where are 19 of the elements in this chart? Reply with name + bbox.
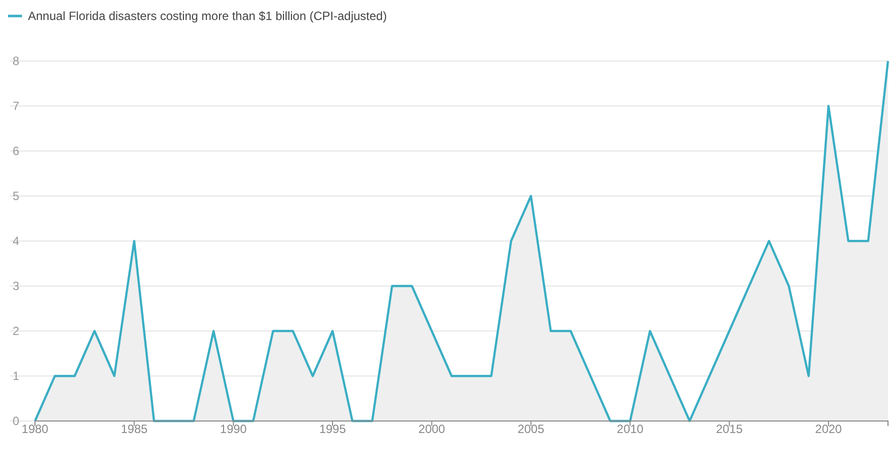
- y-tick-label: 3: [12, 278, 20, 293]
- y-tick-label: 8: [12, 54, 20, 68]
- y-tick-label: 6: [12, 144, 20, 158]
- x-tick-label: 2015: [716, 422, 743, 436]
- x-tick-label: 2020: [815, 422, 842, 436]
- x-tick-label: 2010: [616, 422, 644, 436]
- legend-label: Annual Florida disasters costing more than $1 billion (CPI-adjusted): [28, 9, 387, 23]
- y-tick-label: 7: [12, 98, 20, 113]
- y-tick-label: 4: [12, 234, 20, 248]
- x-tick-label: 2000: [418, 422, 446, 436]
- x-tick-label: 1980: [22, 422, 49, 436]
- y-tick-label: 5: [12, 188, 20, 203]
- y-tick-label: 0: [12, 414, 20, 428]
- x-tick-label: 1995: [319, 422, 346, 436]
- x-tick-label: 1985: [120, 422, 148, 436]
- y-tick-label: 1: [12, 368, 20, 383]
- x-tick-label: 1990: [220, 422, 248, 436]
- y-tick-label: 2: [12, 324, 20, 338]
- x-tick-label: 2005: [518, 422, 545, 436]
